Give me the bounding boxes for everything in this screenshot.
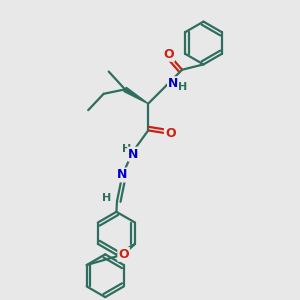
Text: N: N bbox=[168, 77, 178, 90]
Text: O: O bbox=[164, 48, 174, 61]
Polygon shape bbox=[124, 87, 148, 104]
Text: H: H bbox=[122, 144, 131, 154]
Text: H: H bbox=[102, 193, 111, 202]
Text: O: O bbox=[118, 248, 129, 261]
Text: N: N bbox=[128, 148, 139, 161]
Text: H: H bbox=[178, 82, 188, 92]
Text: N: N bbox=[117, 169, 127, 182]
Text: O: O bbox=[165, 127, 175, 140]
